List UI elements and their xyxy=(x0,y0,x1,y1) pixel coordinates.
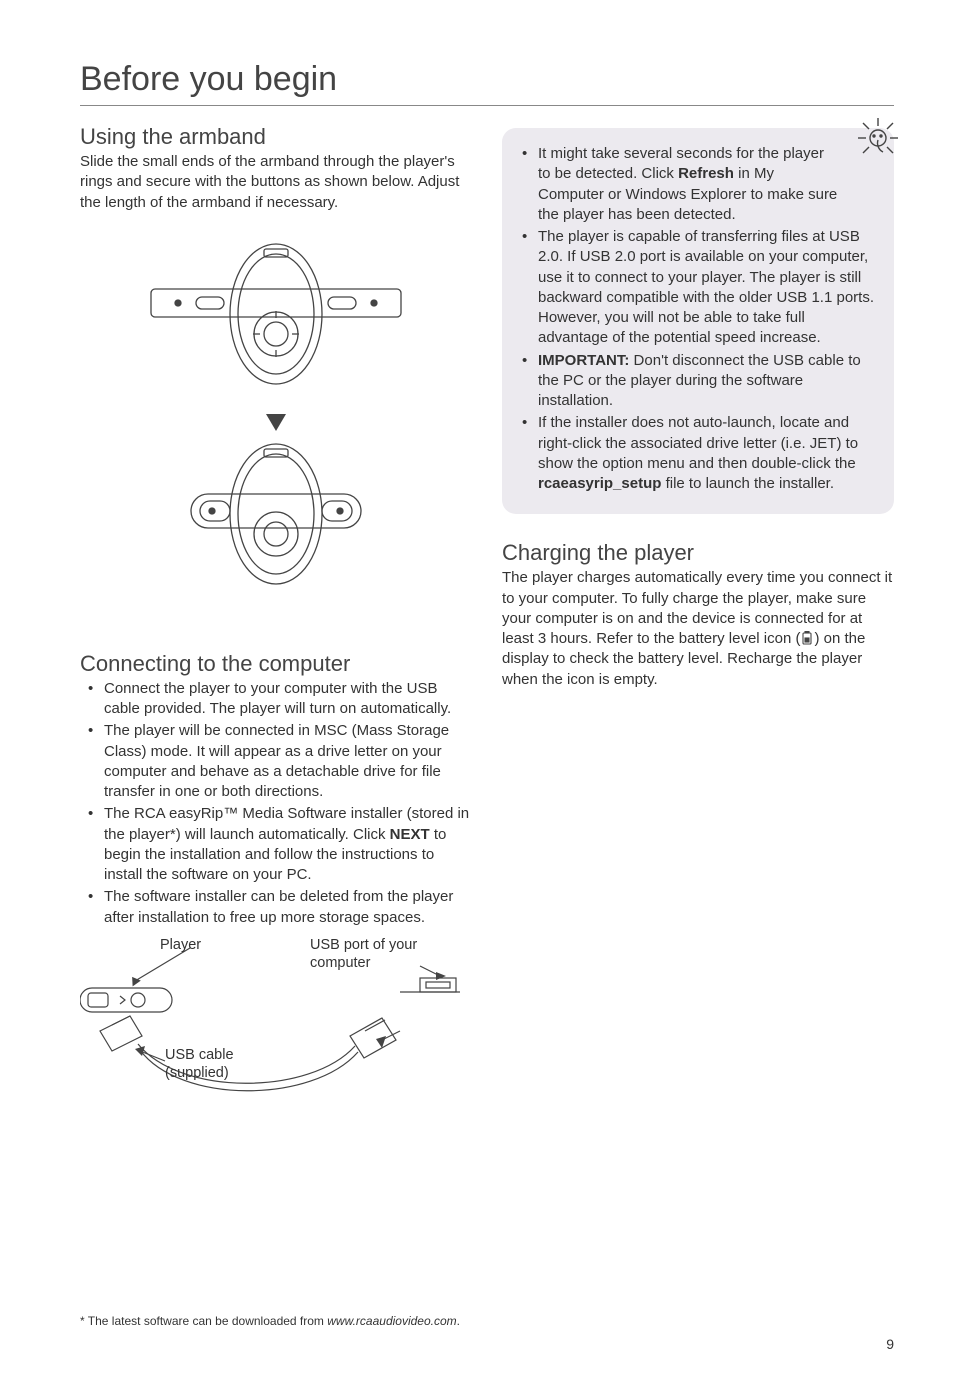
footnote-text: * The latest software can be downloaded … xyxy=(80,1314,327,1328)
callout-item-3: IMPORTANT: Don't disconnect the USB cabl… xyxy=(512,351,878,412)
charging-paragraph: The player charges automatically every t… xyxy=(502,568,894,690)
tips-callout: It might take several seconds for the pl… xyxy=(502,128,894,514)
player-label: Player xyxy=(160,936,201,954)
text-part: file to launch the installer. xyxy=(661,475,834,492)
connecting-list: Connect the player to your computer with… xyxy=(80,679,472,928)
two-column-layout: Using the armband Slide the small ends o… xyxy=(80,124,894,1096)
footnote: * The latest software can be downloaded … xyxy=(80,1314,460,1328)
setup-file-bold: rcaeasyrip_setup xyxy=(538,475,661,492)
important-bold: IMPORTANT: xyxy=(538,352,629,369)
page-title: Before you begin xyxy=(80,60,894,106)
callout-item-1: It might take several seconds for the pl… xyxy=(512,144,878,225)
callout-item-2: The player is capable of transferring fi… xyxy=(512,227,878,349)
connecting-item-2: The player will be connected in MSC (Mas… xyxy=(80,721,472,802)
text-part: If the installer does not auto-launch, l… xyxy=(538,414,858,472)
left-column: Using the armband Slide the small ends o… xyxy=(80,124,472,1096)
charging-heading: Charging the player xyxy=(502,540,894,566)
armband-illustration xyxy=(136,219,416,639)
callout-item-4: If the installer does not auto-launch, l… xyxy=(512,413,878,494)
connecting-item-1: Connect the player to your computer with… xyxy=(80,679,472,720)
usb-port-label: USB port of your computer xyxy=(310,936,440,972)
connecting-item-3: The RCA easyRip™ Media Software installe… xyxy=(80,804,472,885)
usb-diagram: Player USB port of your computer USB cab… xyxy=(80,936,460,1096)
footnote-site: www.rcaaudiovideo.com xyxy=(327,1314,456,1328)
right-column: It might take several seconds for the pl… xyxy=(502,124,894,1096)
connecting-item-4: The software installer can be deleted fr… xyxy=(80,887,472,928)
armband-intro: Slide the small ends of the armband thro… xyxy=(80,152,472,213)
next-bold: NEXT xyxy=(390,826,430,843)
refresh-bold: Refresh xyxy=(678,165,734,182)
page-number: 9 xyxy=(886,1336,894,1352)
armband-figure xyxy=(80,219,472,639)
battery-icon xyxy=(800,631,814,645)
usb-cable-label: USB cable (supplied) xyxy=(165,1046,265,1082)
footnote-end: . xyxy=(457,1314,460,1328)
connecting-heading: Connecting to the computer xyxy=(80,651,472,677)
armband-heading: Using the armband xyxy=(80,124,472,150)
callout-list: It might take several seconds for the pl… xyxy=(512,144,878,494)
